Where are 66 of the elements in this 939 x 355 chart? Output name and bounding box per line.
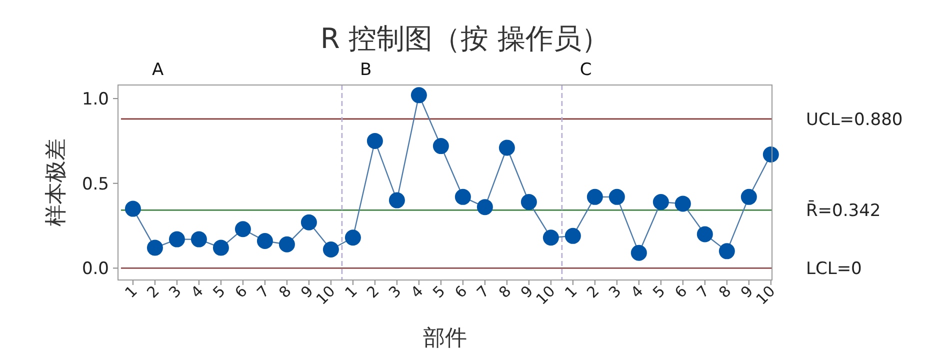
y-tick-label: 0.5 [82, 174, 109, 194]
point [190, 231, 207, 248]
point [212, 240, 229, 256]
x-tick-label: 4 [627, 282, 647, 302]
x-tick-label: 2 [363, 282, 383, 302]
title: R 控制图（按 操作员） [320, 22, 610, 55]
x-tick-label: 2 [143, 282, 163, 302]
point [630, 244, 647, 261]
ref-line-label: R̄=0.342 [806, 200, 881, 222]
text: B [360, 60, 372, 80]
x-tick-label: 5 [209, 282, 229, 302]
point [366, 132, 383, 149]
x-tick-label: 5 [429, 282, 449, 302]
point [696, 226, 713, 242]
point [718, 243, 735, 260]
point [674, 196, 691, 212]
point [344, 230, 361, 246]
x-tick-label: 8 [495, 282, 515, 302]
point [652, 194, 669, 210]
x-tick-label: 7 [693, 282, 713, 302]
point [124, 200, 141, 217]
y-tick-label: 0.0 [82, 259, 109, 280]
point [498, 140, 515, 156]
point [520, 194, 537, 210]
point [388, 192, 405, 208]
point [564, 228, 581, 244]
point [322, 241, 339, 258]
point [608, 188, 625, 205]
y-tick-label: 1.0 [82, 90, 109, 110]
x-tick-label: 3 [385, 282, 405, 302]
x-tick-label: 1 [121, 282, 141, 302]
x-tick-label: 3 [165, 282, 185, 302]
point [300, 214, 317, 230]
point [586, 188, 603, 205]
text: C [580, 60, 592, 80]
x-tick-label: 6 [231, 282, 251, 302]
point [234, 221, 251, 238]
point [762, 146, 779, 163]
x-tick-label: 4 [407, 282, 427, 302]
point [278, 236, 295, 252]
point [410, 87, 427, 104]
xlabel: 部件 [423, 326, 467, 351]
point [740, 188, 757, 205]
ref-line-label: LCL=0 [806, 259, 862, 280]
x-tick-label: 8 [715, 282, 735, 302]
x-tick-label: 2 [583, 282, 603, 302]
x-tick-label: 1 [341, 282, 361, 302]
point [146, 240, 163, 256]
x-tick-label: 4 [187, 282, 207, 302]
x-tick-label: 7 [253, 282, 273, 302]
point [168, 231, 185, 248]
ref-line-label: UCL=0.880 [806, 110, 903, 130]
x-tick-label: 7 [473, 282, 493, 302]
x-tick-label: 6 [451, 282, 471, 302]
point [256, 233, 273, 249]
point [454, 188, 471, 205]
point [476, 199, 493, 216]
text: A [152, 60, 164, 80]
x-tick-label: 5 [649, 282, 669, 302]
ylabel: 样本极差 [44, 138, 69, 226]
point [542, 230, 559, 246]
x-tick-label: 1 [561, 282, 581, 302]
x-tick-label: 3 [605, 282, 625, 302]
x-tick-label: 6 [671, 282, 691, 302]
x-tick-label: 8 [275, 282, 295, 302]
point [432, 138, 449, 154]
